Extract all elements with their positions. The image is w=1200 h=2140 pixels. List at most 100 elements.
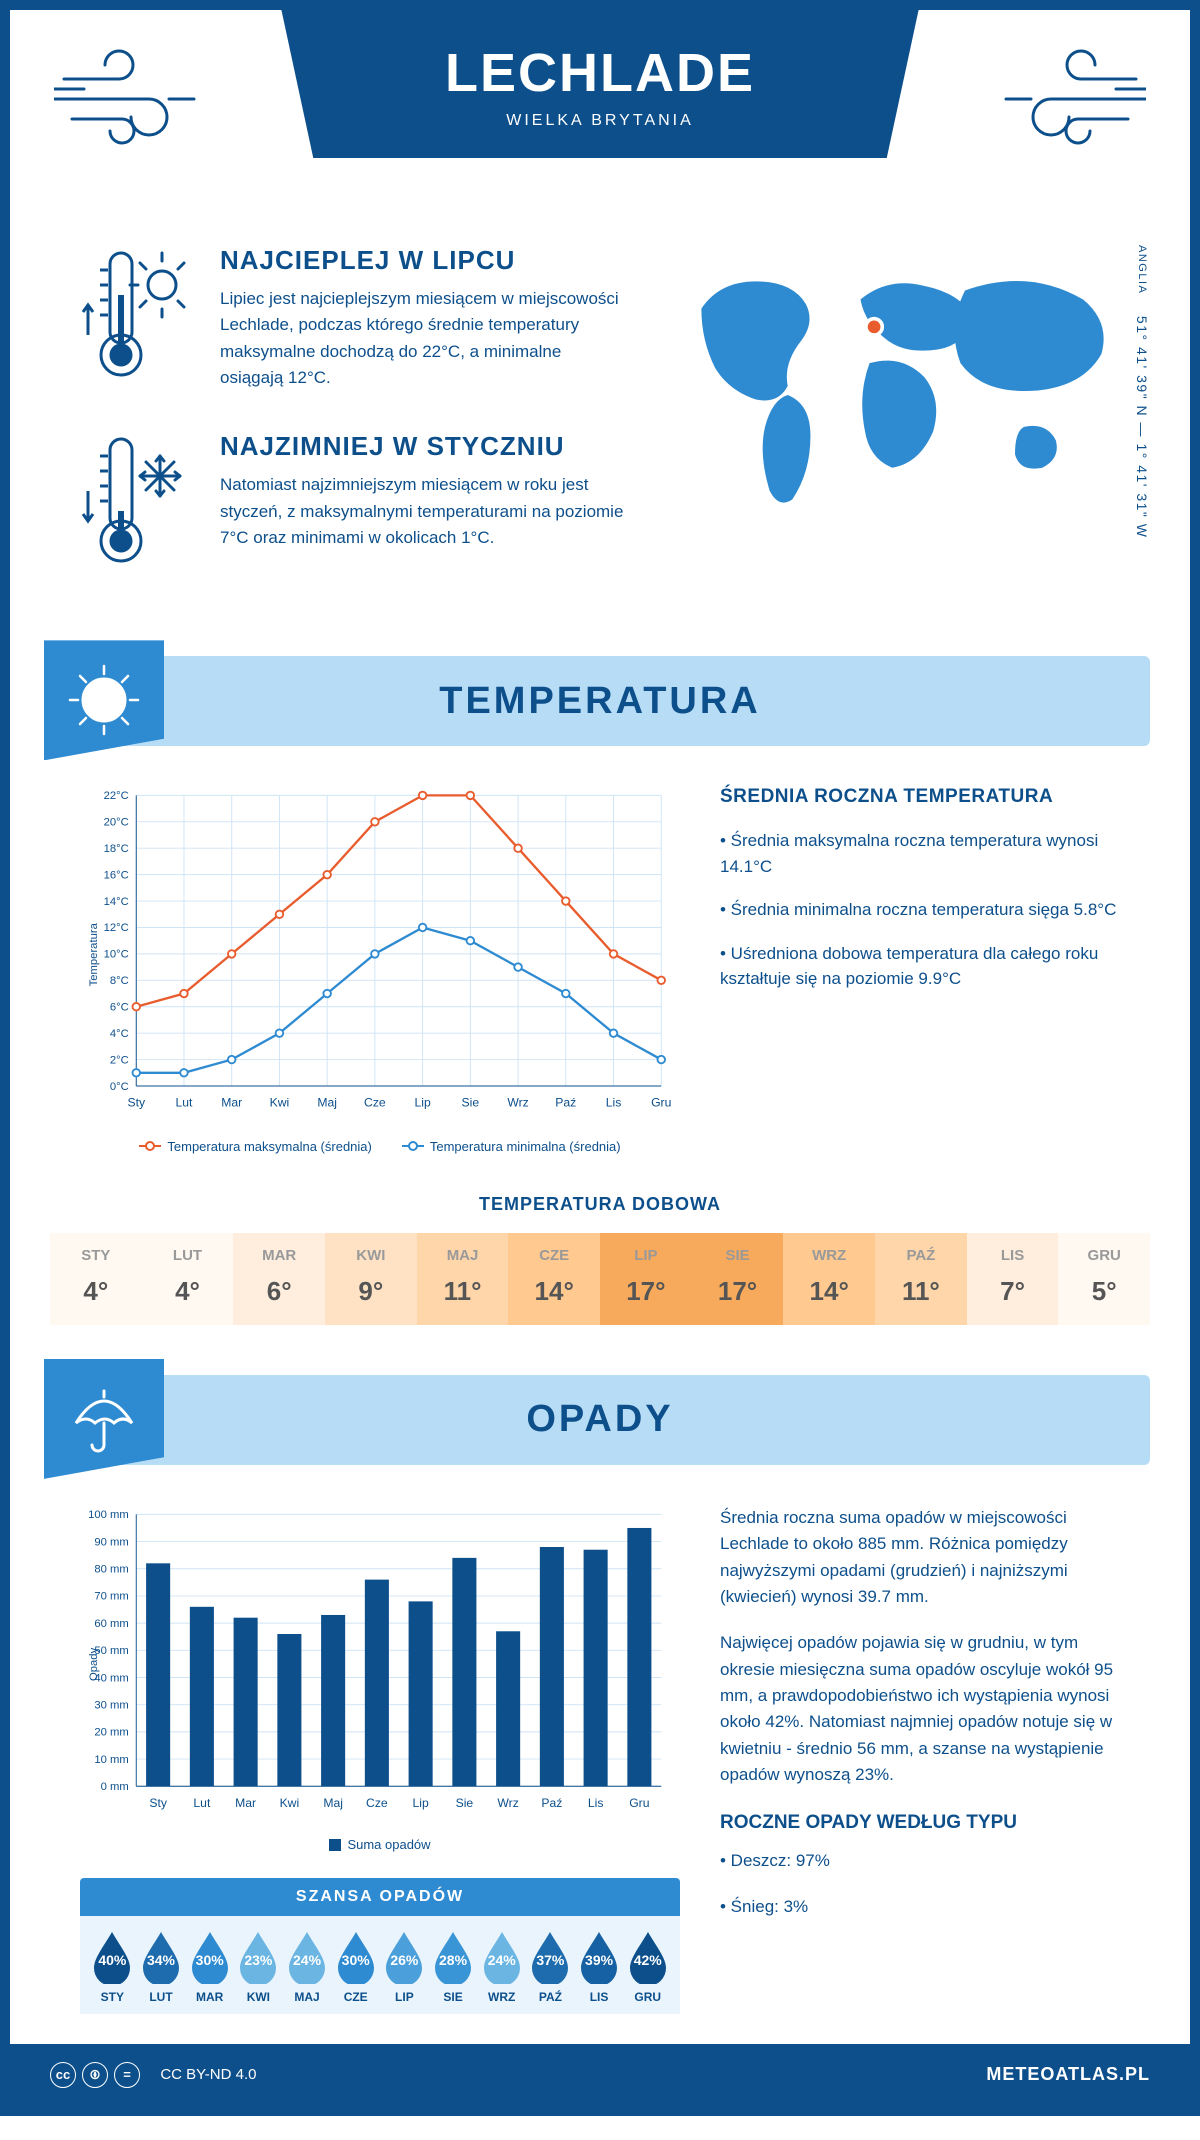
chance-cell: 39% LIS xyxy=(575,1930,624,2004)
chance-title: SZANSA OPADÓW xyxy=(80,1878,680,1916)
svg-text:Gru: Gru xyxy=(651,1096,671,1110)
chance-cell: 34% LUT xyxy=(137,1930,186,2004)
svg-text:90 mm: 90 mm xyxy=(94,1536,128,1548)
raindrop-icon: 24% xyxy=(285,1930,329,1984)
precipitation-bar-chart: 0 mm10 mm20 mm30 mm40 mm50 mm60 mm70 mm8… xyxy=(80,1505,680,2014)
chance-cell: 37% PAŹ xyxy=(526,1930,575,2004)
svg-text:Lis: Lis xyxy=(606,1096,622,1110)
svg-text:Kwi: Kwi xyxy=(270,1096,290,1110)
cc-by-icon: 🅯 xyxy=(82,2062,108,2088)
svg-text:Cze: Cze xyxy=(364,1096,386,1110)
wind-decoration-right xyxy=(986,44,1146,159)
section-temperature-header: TEMPERATURA xyxy=(50,656,1150,746)
svg-text:20°C: 20°C xyxy=(104,817,129,829)
map-marker xyxy=(866,319,882,335)
svg-text:Cze: Cze xyxy=(366,1796,388,1810)
svg-text:0 mm: 0 mm xyxy=(101,1781,129,1793)
precip-para-1: Średnia roczna suma opadów w miejscowośc… xyxy=(720,1505,1120,1610)
daily-temp-title: TEMPERATURA DOBOWA xyxy=(10,1194,1190,1215)
raindrop-icon: 34% xyxy=(139,1930,183,1984)
raindrop-icon: 39% xyxy=(577,1930,621,1984)
sun-icon xyxy=(44,640,164,760)
license-text: CC BY-ND 4.0 xyxy=(160,2066,256,2083)
daily-cell: SIE17° xyxy=(692,1233,784,1325)
cc-nd-icon: = xyxy=(114,2062,140,2088)
svg-text:Paź: Paź xyxy=(541,1796,562,1810)
svg-text:10°C: 10°C xyxy=(104,949,129,961)
svg-text:Lip: Lip xyxy=(414,1096,430,1110)
daily-cell: PAŹ11° xyxy=(875,1233,967,1325)
raindrop-icon: 37% xyxy=(528,1930,572,1984)
chance-cell: 40% STY xyxy=(88,1930,137,2004)
chance-cell: 26% LIP xyxy=(380,1930,429,2004)
title-banner: LECHLADE WIELKA BRYTANIA xyxy=(281,10,918,158)
region-label: ANGLIA xyxy=(1136,245,1148,294)
svg-text:30 mm: 30 mm xyxy=(94,1699,128,1711)
svg-text:16°C: 16°C xyxy=(104,870,129,882)
daily-cell: STY4° xyxy=(50,1233,142,1325)
thermometer-cold-icon xyxy=(80,431,190,576)
svg-text:Paź: Paź xyxy=(555,1096,576,1110)
svg-text:Wrz: Wrz xyxy=(507,1096,528,1110)
precip-legend-label: Suma opadów xyxy=(347,1837,430,1852)
umbrella-icon xyxy=(44,1359,164,1479)
svg-text:Sie: Sie xyxy=(462,1096,480,1110)
raindrop-icon: 30% xyxy=(188,1930,232,1984)
temp-summary-title: ŚREDNIA ROCZNA TEMPERATURA xyxy=(720,786,1120,808)
chance-cell: 30% CZE xyxy=(331,1930,380,2004)
svg-text:2°C: 2°C xyxy=(110,1055,129,1067)
svg-text:12°C: 12°C xyxy=(104,923,129,935)
daily-cell: GRU5° xyxy=(1058,1233,1150,1325)
page-footer: cc 🅯 = CC BY-ND 4.0 METEOATLAS.PL xyxy=(10,2044,1190,2106)
daily-cell: MAR6° xyxy=(233,1233,325,1325)
raindrop-icon: 42% xyxy=(626,1930,670,1984)
daily-cell: WRZ14° xyxy=(783,1233,875,1325)
legend-min: Temperatura minimalna (średnia) xyxy=(430,1139,621,1154)
feature-hot-text: Lipiec jest najcieplejszym miesiącem w m… xyxy=(220,286,625,391)
svg-text:10 mm: 10 mm xyxy=(94,1754,128,1766)
svg-text:14°C: 14°C xyxy=(104,896,129,908)
temp-bullet-2: • Średnia minimalna roczna temperatura s… xyxy=(720,897,1120,923)
daily-cell: LIS7° xyxy=(967,1233,1059,1325)
svg-text:Lis: Lis xyxy=(588,1796,604,1810)
svg-text:Lip: Lip xyxy=(413,1796,429,1810)
world-map xyxy=(665,245,1120,518)
chance-cell: 42% GRU xyxy=(623,1930,672,2004)
precip-para-2: Najwięcej opadów pojawia się w grudniu, … xyxy=(720,1630,1120,1788)
legend-max: Temperatura maksymalna (średnia) xyxy=(167,1139,371,1154)
svg-text:8°C: 8°C xyxy=(110,975,129,987)
svg-text:0°C: 0°C xyxy=(110,1081,129,1093)
feature-cold-title: NAJZIMNIEJ W STYCZNIU xyxy=(220,431,625,462)
chance-cell: 28% SIE xyxy=(429,1930,478,2004)
raindrop-icon: 30% xyxy=(334,1930,378,1984)
svg-text:Mar: Mar xyxy=(235,1796,256,1810)
section-precip-title: OPADY xyxy=(50,1398,1150,1441)
chance-of-precip-row: 40% STY 34% LUT 30% MAR 23% KWI 24% MAJ … xyxy=(80,1916,680,2014)
svg-text:60 mm: 60 mm xyxy=(94,1618,128,1630)
daily-cell: CZE14° xyxy=(508,1233,600,1325)
coords-text: 51° 41' 39" N — 1° 41' 31" W xyxy=(1134,316,1150,539)
precip-type-snow: • Śnieg: 3% xyxy=(720,1894,1120,1920)
feature-cold-text: Natomiast najzimniejszym miesiącem w rok… xyxy=(220,472,625,551)
precip-type-title: ROCZNE OPADY WEDŁUG TYPU xyxy=(720,1808,1120,1837)
temperature-summary: ŚREDNIA ROCZNA TEMPERATURA • Średnia mak… xyxy=(720,786,1120,1154)
section-temperature-title: TEMPERATURA xyxy=(50,680,1150,723)
feature-hot-title: NAJCIEPLEJ W LIPCU xyxy=(220,245,625,276)
cc-icon: cc xyxy=(50,2062,76,2088)
daily-cell: KWI9° xyxy=(325,1233,417,1325)
svg-text:Kwi: Kwi xyxy=(280,1796,300,1810)
svg-text:22°C: 22°C xyxy=(104,791,129,803)
svg-text:Lut: Lut xyxy=(176,1096,194,1110)
city-name: LECHLADE xyxy=(281,42,918,104)
daily-cell: LUT4° xyxy=(142,1233,234,1325)
svg-text:6°C: 6°C xyxy=(110,1002,129,1014)
daily-temperature-table: STY4°LUT4°MAR6°KWI9°MAJ11°CZE14°LIP17°SI… xyxy=(50,1233,1150,1325)
raindrop-icon: 28% xyxy=(431,1930,475,1984)
precip-legend: Suma opadów xyxy=(80,1837,680,1852)
country-name: WIELKA BRYTANIA xyxy=(281,112,918,130)
svg-text:Opady: Opady xyxy=(88,1647,100,1681)
intro-section: NAJCIEPLEJ W LIPCU Lipiec jest najcieple… xyxy=(10,225,1190,656)
feature-hottest: NAJCIEPLEJ W LIPCU Lipiec jest najcieple… xyxy=(80,245,625,391)
section-precip-header: OPADY xyxy=(50,1375,1150,1465)
svg-text:20 mm: 20 mm xyxy=(94,1727,128,1739)
